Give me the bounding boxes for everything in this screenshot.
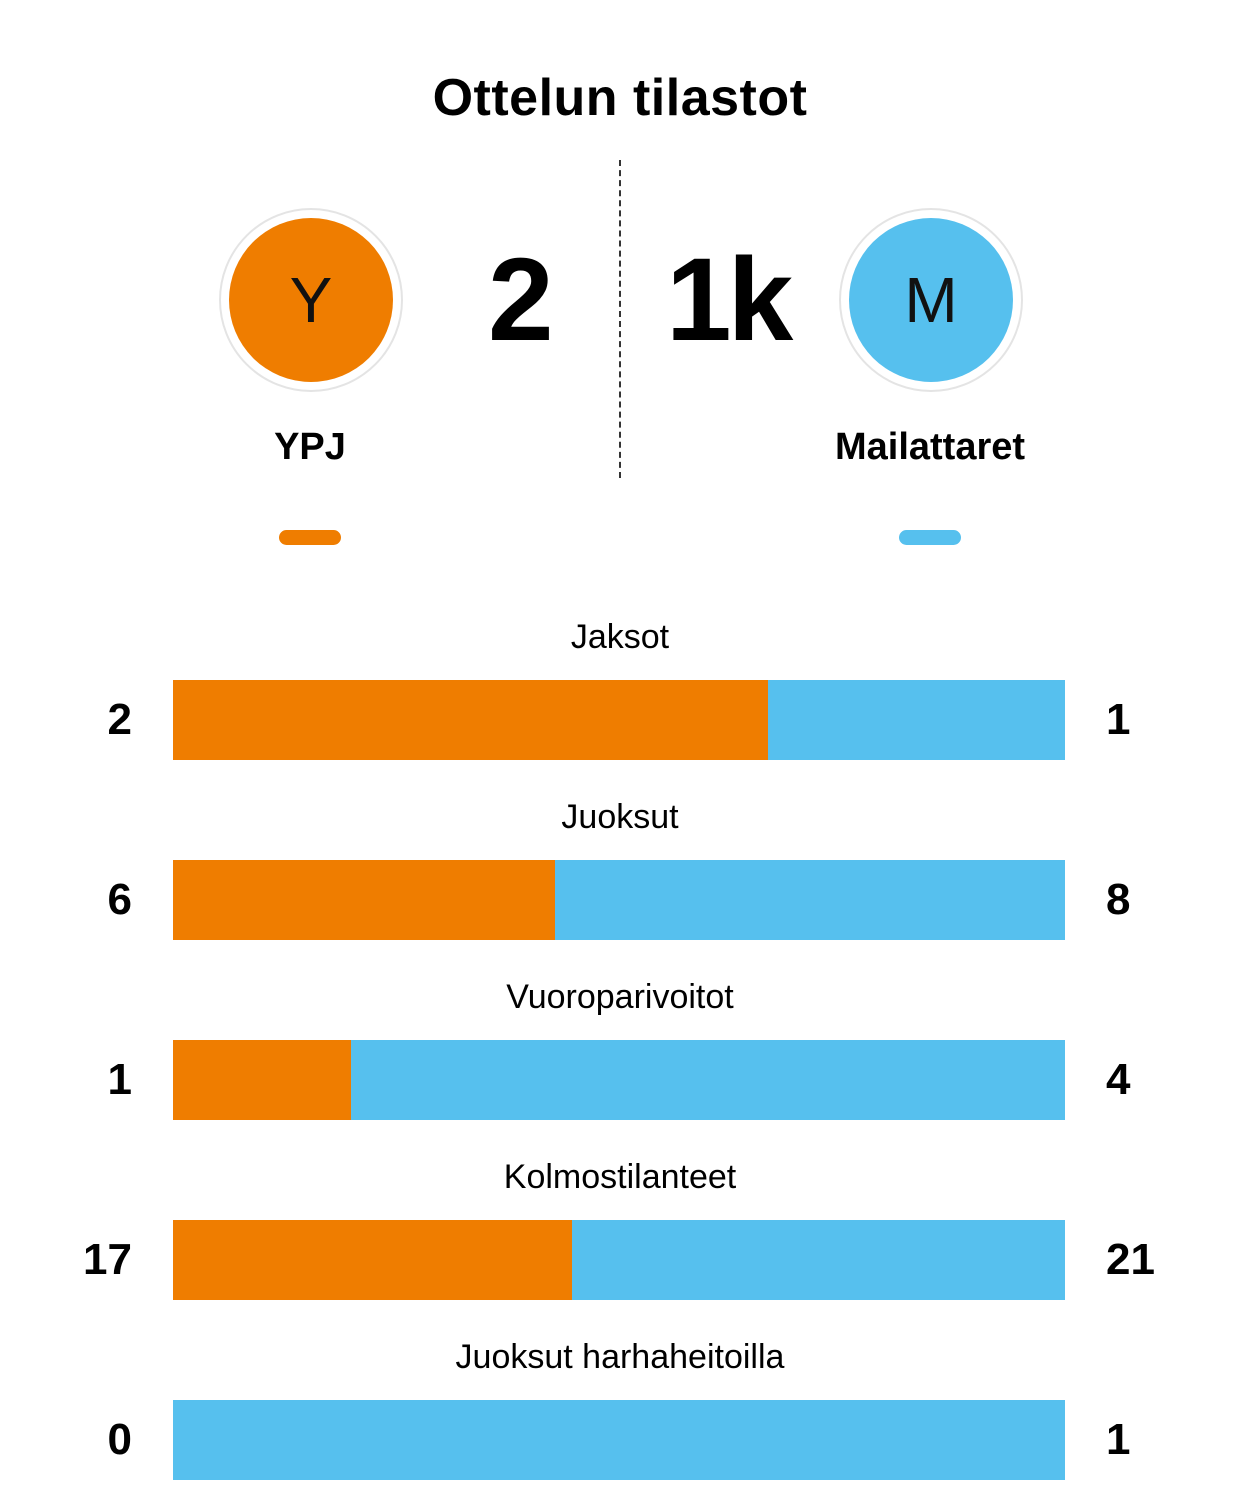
away-stat-value: 1 xyxy=(1106,695,1131,744)
page-title: Ottelun tilastot xyxy=(432,69,808,127)
stat-label: Kolmostilanteet xyxy=(503,1158,737,1196)
away-logo-letter: M xyxy=(849,218,1013,382)
home-bar-segment xyxy=(173,680,768,760)
away-bar-segment xyxy=(555,860,1065,940)
away-bar-segment xyxy=(767,680,1065,760)
away-stat-value: 21 xyxy=(1106,1235,1155,1284)
home-bar-segment xyxy=(173,1040,352,1120)
away-stat-value: 8 xyxy=(1106,875,1131,924)
stat-label: Vuoroparivoitot xyxy=(506,978,734,1016)
away-team-name: Mailattaret xyxy=(834,426,1026,468)
home-team-name: YPJ xyxy=(274,426,346,468)
home-stat-value: 6 xyxy=(107,875,132,924)
away-color-marker xyxy=(899,530,961,545)
home-score: 2 xyxy=(488,234,554,366)
stat-bar xyxy=(173,1400,1065,1480)
stat-label: Jaksot xyxy=(570,618,670,656)
away-stat-value: 1 xyxy=(1106,1415,1131,1464)
home-stat-value: 17 xyxy=(83,1235,132,1284)
away-bar-segment xyxy=(351,1040,1065,1120)
away-bar-segment xyxy=(173,1400,1065,1480)
home-stat-value: 1 xyxy=(107,1055,132,1104)
stat-label: Juoksut harhaheitoilla xyxy=(455,1338,785,1376)
stat-label: Juoksut xyxy=(561,798,679,836)
home-bar-segment xyxy=(173,1220,573,1300)
stat-bar xyxy=(173,680,1065,760)
away-bar-segment xyxy=(572,1220,1065,1300)
home-logo-letter: Y xyxy=(229,218,393,382)
home-stat-value: 0 xyxy=(107,1415,132,1464)
stat-bar xyxy=(173,1220,1065,1300)
home-team-logo: Y xyxy=(219,208,403,392)
score-divider xyxy=(619,160,621,478)
away-stat-value: 4 xyxy=(1106,1055,1131,1104)
home-color-marker xyxy=(279,530,341,545)
away-score: 1k xyxy=(666,234,793,366)
home-stat-value: 2 xyxy=(107,695,132,744)
home-bar-segment xyxy=(173,860,556,940)
away-team-logo: M xyxy=(839,208,1023,392)
stat-bar xyxy=(173,860,1065,940)
stat-bar xyxy=(173,1040,1065,1120)
